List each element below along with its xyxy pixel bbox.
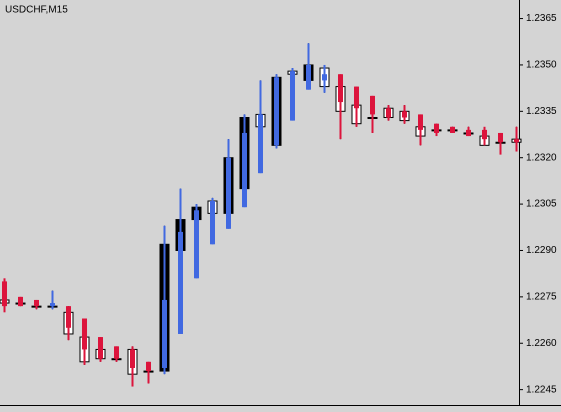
candle-body [450, 126, 455, 133]
y-tick-label: 1.2320 [526, 152, 557, 163]
candle-body [290, 71, 295, 121]
chart-title: USDCHF,M15 [5, 5, 68, 16]
candle-body [34, 299, 39, 307]
candle-body [370, 95, 375, 115]
candle-body [258, 114, 263, 174]
candle-body [466, 129, 471, 137]
candle-body [130, 349, 135, 368]
candle-body [210, 201, 215, 245]
candle-body [2, 281, 7, 307]
candle-body [306, 64, 311, 90]
candle-body [242, 132, 247, 208]
y-tick-label: 1.2335 [526, 106, 557, 117]
candle-body [146, 361, 151, 372]
candle-body [226, 157, 231, 229]
y-tick-label: 1.2305 [526, 199, 557, 210]
y-tick-label: 1.2290 [526, 245, 557, 256]
y-tick-label: 1.2245 [526, 384, 557, 395]
candle-body [482, 129, 487, 140]
candle-body [354, 86, 359, 109]
candle-body [114, 346, 119, 359]
candle-body [498, 132, 503, 143]
candle-body [418, 114, 423, 130]
y-tick-label: 1.2365 [526, 13, 557, 24]
y-tick-label: 1.2260 [526, 338, 557, 349]
candle-body [82, 318, 87, 350]
candle-body [18, 296, 23, 307]
candle-body [178, 231, 183, 334]
candle-body [434, 123, 439, 133]
candle-body [322, 74, 327, 81]
candle-body [402, 111, 407, 118]
candle-body [50, 303, 55, 307]
candle-body [338, 74, 343, 103]
candle-body [98, 337, 103, 359]
candle-body [386, 108, 391, 118]
candle-body [514, 139, 519, 143]
y-tick-label: 1.2275 [526, 292, 557, 303]
candle-body [194, 210, 199, 279]
candle-body [274, 77, 279, 146]
y-tick-label: 1.2350 [526, 60, 557, 71]
candle-body [162, 299, 167, 368]
candle-body [66, 306, 71, 328]
